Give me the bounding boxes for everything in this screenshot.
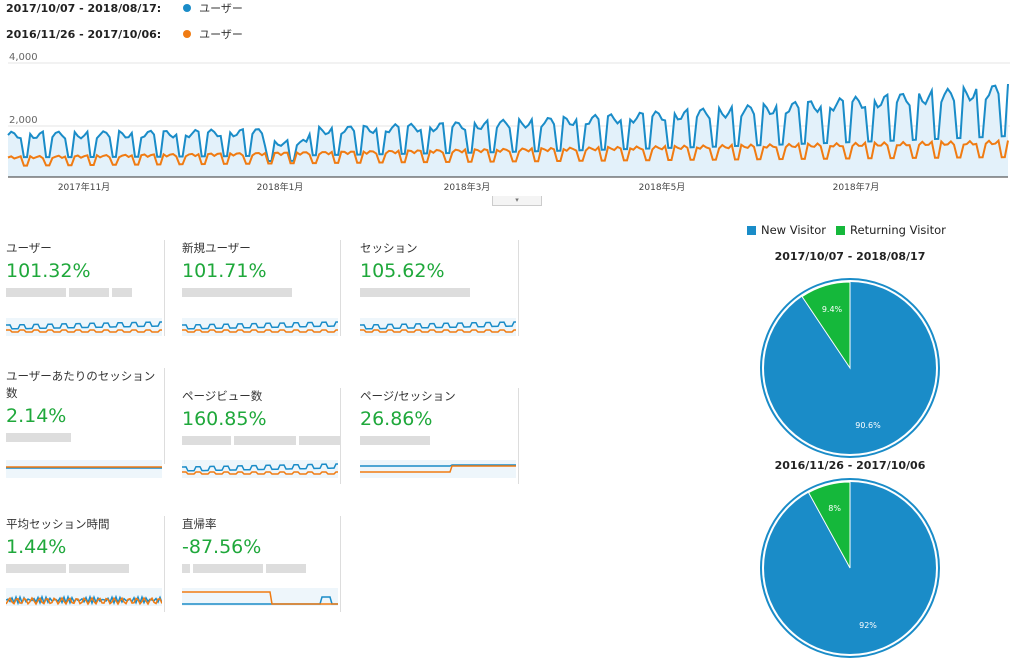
legend-current: 2017/10/07 - 2018/08/17: ユーザー [6,0,243,16]
metric-value: 160.85% [182,408,267,430]
metric-value: 26.86% [360,408,433,430]
metric-sparkline [182,460,338,478]
metric-redacted-detail [6,433,164,443]
returning-visitor-label: Returning Visitor [850,223,946,237]
metric-value: 2.14% [6,405,67,427]
chart-collapse-toggle[interactable]: ▾ [492,196,542,206]
metric-redacted-detail [360,436,518,446]
metric-title: 平均セッション時間 [6,517,110,531]
pie-slice-returning-visitor[interactable] [807,481,851,569]
metric-card[interactable]: ページ/セッション 26.86% [360,388,519,484]
metric-sparkline [360,460,516,478]
x-tick-label: 2018年7月 [833,181,880,193]
pie-title-current: 2017/10/07 - 2018/08/17 [774,250,926,263]
legend-previous-range: 2016/11/26 - 2017/10/06: [6,27,162,41]
pie-slice-returning-visitor[interactable] [801,281,851,370]
metric-title: ページ/セッション [360,389,456,403]
metric-title: 直帰率 [182,517,217,531]
metric-sparkline [6,588,162,606]
pie-label-returning: 9.4% [822,305,843,314]
series-current-line [7,83,1009,162]
visitor-type-pie-current[interactable]: 9.4% 90.6% [755,278,945,458]
pie-label-new: 90.6% [855,421,881,430]
metric-title: 新規ユーザー [182,241,251,255]
pie-label-new: 92% [859,621,877,630]
metric-redacted-detail [182,288,340,298]
metric-card[interactable]: 直帰率 -87.56% [182,516,341,612]
pie-label-returning: 8% [828,504,841,513]
metric-sparkline [6,460,162,478]
new-visitor-swatch [747,225,756,235]
metric-redacted-detail [6,288,164,298]
metric-title: ユーザーあたりのセッション数 [6,369,156,400]
legend-previous: 2016/11/26 - 2017/10/06: ユーザー [6,26,243,42]
series-previous-line [7,138,1009,167]
metric-redacted-detail [182,564,340,574]
pie-outer-ring [760,278,940,458]
legend-current-dot [183,4,192,12]
x-tick-label: 2018年3月 [444,181,491,193]
legend-previous-label: ユーザー [199,28,243,41]
metric-sparkline [182,318,338,336]
x-tick-label: 2018年1月 [257,181,304,193]
x-tick-label: 2018年5月 [639,181,686,193]
visitor-type-pie-previous[interactable]: 8% 92% [755,478,945,663]
legend-current-range: 2017/10/07 - 2018/08/17: [6,1,162,15]
metric-card[interactable]: ユーザー 101.32% [6,240,165,336]
metric-value: 105.62% [360,260,445,282]
pie-legend: New Visitor Returning Visitor [747,223,946,237]
metric-card[interactable]: ユーザーあたりのセッション数 2.14% [6,368,165,478]
metric-sparkline [182,588,338,606]
metric-title: ユーザー [6,241,52,255]
x-tick-label: 2017年11月 [58,181,110,193]
metric-sparkline [6,318,162,336]
metric-value: 1.44% [6,536,67,558]
metric-sparkline [360,318,516,336]
returning-visitor-swatch [836,225,846,235]
metric-redacted-detail [182,436,340,446]
new-visitor-label: New Visitor [761,223,827,237]
legend-current-label: ユーザー [199,2,243,15]
metric-value: 101.71% [182,260,267,282]
metric-title: ページビュー数 [182,389,263,403]
users-line-chart[interactable]: 4,000 2,000 2017年11月 2018年1月 2018年3月 2018年5… [0,48,1015,198]
metric-card[interactable]: 新規ユーザー 101.71% [182,240,341,336]
metric-card[interactable]: セッション 105.62% [360,240,519,336]
y-tick-2000: 2,000 [9,115,38,126]
series-current-area [8,84,1008,177]
metric-value: 101.32% [6,260,91,282]
y-tick-4000: 4,000 [9,52,38,63]
metric-redacted-detail [6,564,164,574]
legend-previous-dot [183,30,192,38]
pie-outer-ring [760,478,940,658]
metric-value: -87.56% [182,536,262,558]
pie-title-previous: 2016/11/26 - 2017/10/06 [774,459,926,472]
metric-title: セッション [360,241,418,255]
metric-card[interactable]: 平均セッション時間 1.44% [6,516,165,612]
metric-card[interactable]: ページビュー数 160.85% [182,388,341,484]
metric-redacted-detail [360,288,518,298]
